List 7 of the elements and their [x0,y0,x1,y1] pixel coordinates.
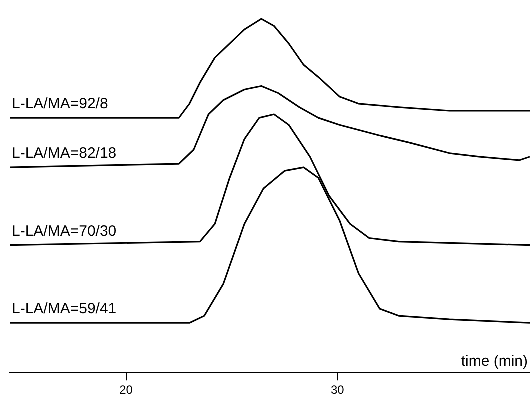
series-label: L-LA/MA=70/30 [12,222,117,240]
x-tick-label: 30 [330,383,345,398]
series-label: L-LA/MA=82/18 [12,145,117,162]
x-tick-label: 20 [120,383,134,398]
series-label: L-LA/MA=59/41 [12,300,117,318]
x-axis-title: time (min) [461,353,528,370]
series-label: L-LA/MA=92/8 [12,96,108,113]
